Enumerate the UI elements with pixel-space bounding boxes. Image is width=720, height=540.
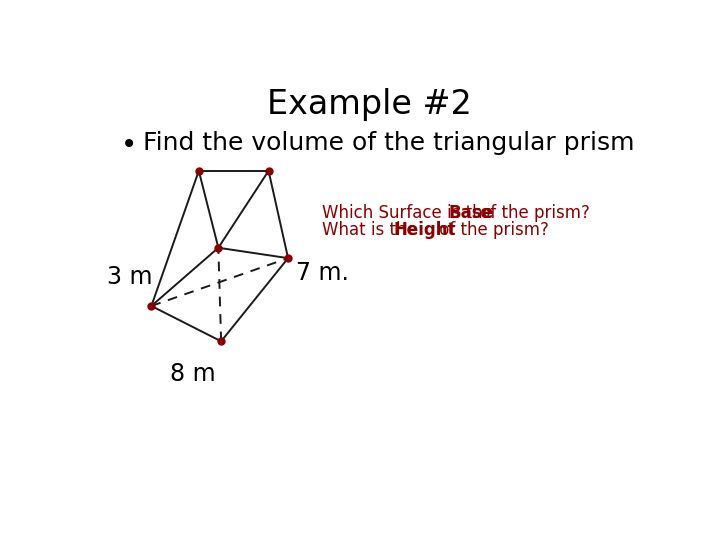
- Text: Height: Height: [394, 221, 456, 239]
- Text: of the prism?: of the prism?: [474, 204, 590, 222]
- Text: •: •: [121, 131, 137, 159]
- Text: 3 m: 3 m: [107, 265, 152, 289]
- Text: Example #2: Example #2: [266, 87, 472, 120]
- Text: Base: Base: [448, 204, 493, 222]
- Text: 8 m: 8 m: [171, 362, 216, 386]
- Text: Which Surface is the: Which Surface is the: [322, 204, 498, 222]
- Text: What is the: What is the: [322, 221, 422, 239]
- Text: 7 m.: 7 m.: [297, 261, 349, 285]
- Text: Find the volume of the triangular prism: Find the volume of the triangular prism: [143, 131, 634, 156]
- Text: of the prism?: of the prism?: [433, 221, 549, 239]
